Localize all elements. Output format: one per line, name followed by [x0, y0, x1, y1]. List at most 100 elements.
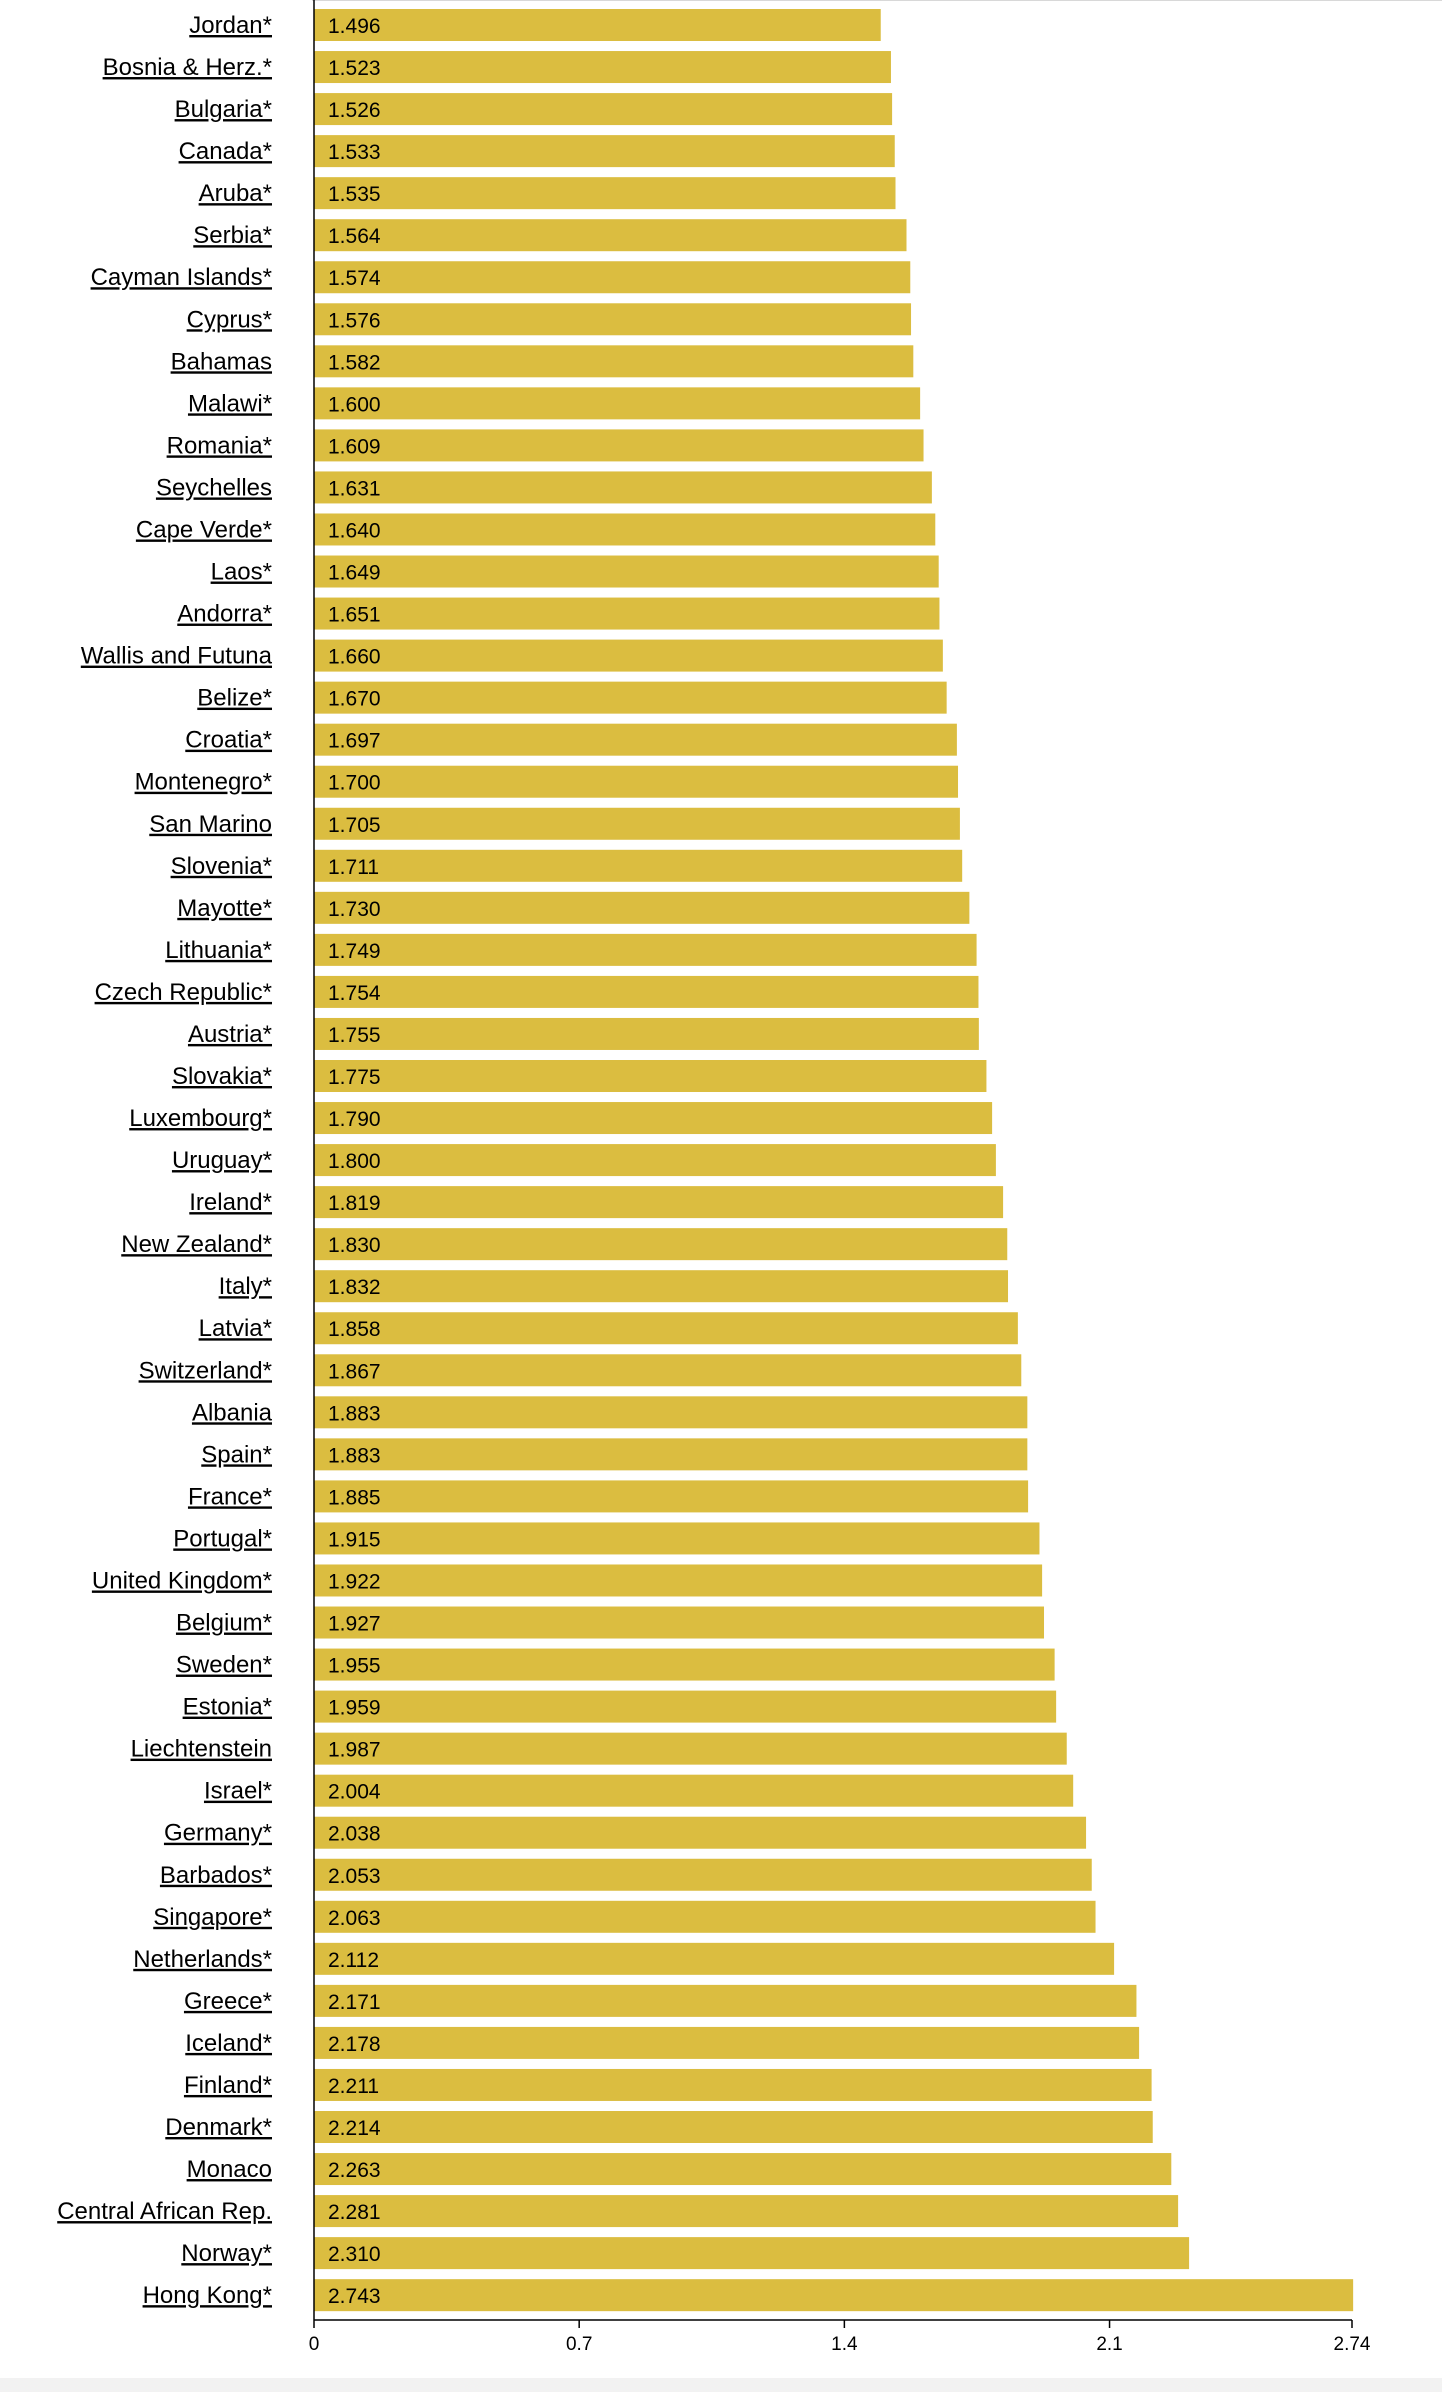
category-label[interactable]: Croatia*: [185, 727, 272, 754]
bar: [314, 1228, 1008, 1261]
category-label[interactable]: Malawi*: [188, 390, 272, 417]
category-label[interactable]: Israel*: [204, 1778, 272, 1805]
value-label: 2.178: [328, 2033, 381, 2056]
category-label[interactable]: Belgium*: [176, 1610, 272, 1637]
category-label[interactable]: Montenegro*: [135, 769, 272, 796]
bar: [314, 219, 907, 252]
x-tick-label: 2.74: [1334, 2334, 1371, 2355]
category-label[interactable]: Ireland*: [189, 1189, 272, 1216]
category-label[interactable]: Mayotte*: [177, 895, 272, 922]
value-label: 1.533: [328, 141, 381, 164]
category-label[interactable]: Austria*: [188, 1021, 272, 1048]
bar: [314, 891, 970, 924]
category-label[interactable]: Albania: [192, 1399, 273, 1426]
category-label[interactable]: Andorra*: [177, 601, 272, 628]
category-label[interactable]: Canada*: [179, 138, 272, 165]
value-label: 1.697: [328, 730, 381, 753]
bar: [314, 471, 932, 504]
value-label: 1.649: [328, 562, 381, 585]
category-label[interactable]: Netherlands*: [133, 1946, 272, 1973]
category-label[interactable]: Lithuania*: [165, 937, 272, 964]
value-label: 1.922: [328, 1570, 381, 1593]
value-label: 1.749: [328, 940, 381, 963]
category-label[interactable]: Bahamas: [171, 348, 272, 375]
category-label[interactable]: Estonia*: [183, 1694, 272, 1721]
category-label[interactable]: France*: [188, 1483, 272, 1510]
value-label: 1.640: [328, 519, 381, 542]
bar: [314, 345, 914, 378]
category-label[interactable]: New Zealand*: [121, 1231, 272, 1258]
value-label: 1.660: [328, 646, 381, 669]
value-label: 1.670: [328, 688, 381, 711]
value-label: 1.631: [328, 477, 381, 500]
bar: [314, 597, 940, 630]
category-label[interactable]: Bosnia & Herz.*: [103, 54, 272, 81]
value-label: 1.819: [328, 1192, 381, 1215]
bar: [314, 1060, 987, 1092]
category-label[interactable]: Hong Kong*: [143, 2282, 272, 2309]
bar: [314, 849, 963, 882]
bar: [314, 2068, 1152, 2101]
value-label: 2.053: [328, 1865, 381, 1888]
category-label[interactable]: Latvia*: [199, 1315, 272, 1342]
category-label[interactable]: Cyprus*: [187, 306, 272, 333]
value-label: 1.609: [328, 435, 381, 458]
category-label[interactable]: Cayman Islands*: [91, 264, 272, 291]
x-tick-label: 1.4: [831, 2334, 858, 2355]
category-label[interactable]: Switzerland*: [139, 1357, 272, 1384]
category-label[interactable]: Italy*: [219, 1273, 272, 1300]
category-label[interactable]: Cape Verde*: [136, 516, 272, 543]
category-label[interactable]: Belize*: [197, 685, 272, 712]
category-label[interactable]: Wallis and Futuna: [81, 643, 273, 670]
bar: [314, 93, 893, 126]
bar: [314, 261, 911, 294]
value-label: 1.564: [328, 225, 381, 248]
bar: [314, 723, 957, 756]
value-label: 1.700: [328, 772, 381, 795]
category-label[interactable]: Portugal*: [173, 1525, 272, 1552]
category-label[interactable]: Liechtenstein: [131, 1736, 272, 1763]
category-label[interactable]: Serbia*: [193, 222, 272, 249]
category-label[interactable]: Spain*: [201, 1441, 272, 1468]
category-label[interactable]: Slovakia*: [172, 1063, 272, 1090]
category-label[interactable]: Sweden*: [176, 1652, 272, 1679]
category-label[interactable]: Laos*: [211, 559, 272, 586]
category-label[interactable]: Romania*: [167, 432, 272, 459]
category-label[interactable]: Iceland*: [185, 2030, 272, 2057]
category-label[interactable]: Aruba*: [199, 180, 272, 207]
category-label[interactable]: Slovenia*: [171, 853, 272, 880]
bar: [314, 2195, 1179, 2228]
category-label[interactable]: Seychelles: [156, 474, 272, 501]
category-label[interactable]: Finland*: [184, 2072, 272, 2099]
category-label[interactable]: United Kingdom*: [92, 1567, 272, 1594]
bar: [314, 2153, 1172, 2186]
value-label: 1.526: [328, 99, 381, 122]
category-label[interactable]: Luxembourg*: [129, 1105, 272, 1132]
bar: [314, 975, 979, 1008]
bar: [314, 2279, 1354, 2312]
bar: [314, 681, 947, 714]
value-label: 1.800: [328, 1150, 381, 1173]
category-label[interactable]: Bulgaria*: [175, 96, 272, 123]
bar: [314, 1522, 1040, 1555]
value-label: 1.927: [328, 1613, 381, 1636]
value-label: 1.755: [328, 1024, 381, 1047]
category-label[interactable]: Germany*: [164, 1820, 272, 1847]
category-label[interactable]: Jordan*: [189, 12, 272, 39]
x-axis: 0 0.7 1.4 2.1 2.74: [309, 0, 1371, 2355]
category-label[interactable]: Uruguay*: [172, 1147, 272, 1174]
value-label: 2.171: [328, 1991, 381, 2014]
category-label[interactable]: Denmark*: [165, 2114, 272, 2141]
category-label[interactable]: San Marino: [149, 811, 272, 838]
category-label[interactable]: Czech Republic*: [95, 979, 272, 1006]
category-label[interactable]: Greece*: [184, 1988, 272, 2015]
bar: [314, 303, 912, 336]
category-label[interactable]: Monaco: [187, 2156, 272, 2183]
category-label[interactable]: Norway*: [181, 2240, 272, 2267]
category-label[interactable]: Singapore*: [153, 1904, 272, 1931]
category-label[interactable]: Central African Rep.: [57, 2198, 272, 2225]
category-label[interactable]: Barbados*: [160, 1862, 272, 1889]
value-label: 2.743: [328, 2285, 381, 2308]
value-label: 1.496: [328, 15, 381, 38]
